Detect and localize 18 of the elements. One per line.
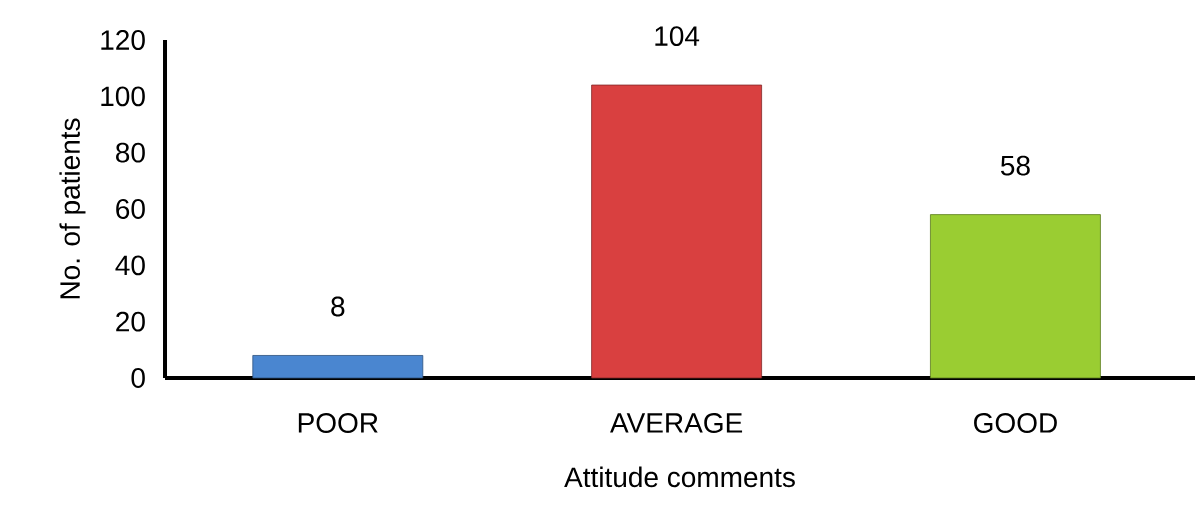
y-axis-title: No. of patients [59, 118, 86, 299]
x-tick-label: AVERAGE [610, 413, 743, 433]
y-tick-label: 60 [116, 199, 145, 219]
bar [591, 84, 763, 379]
x-axis-title: Attitude comments [564, 466, 795, 488]
data-label: 8 [331, 296, 345, 317]
x-tick-label: POOR [298, 413, 378, 433]
y-tick-label: 20 [116, 311, 145, 332]
y-tick-label: 40 [115, 255, 145, 276]
y-tick-label: 100 [101, 86, 145, 107]
data-label: 58 [1000, 155, 1030, 176]
y-tick-label: 0 [131, 368, 145, 388]
bar [252, 355, 424, 379]
x-tick-label: GOOD [974, 413, 1057, 433]
y-tick-label: 80 [116, 142, 145, 163]
bar [930, 214, 1101, 379]
data-label: 104 [655, 26, 700, 46]
y-tick-label: 120 [101, 30, 145, 50]
